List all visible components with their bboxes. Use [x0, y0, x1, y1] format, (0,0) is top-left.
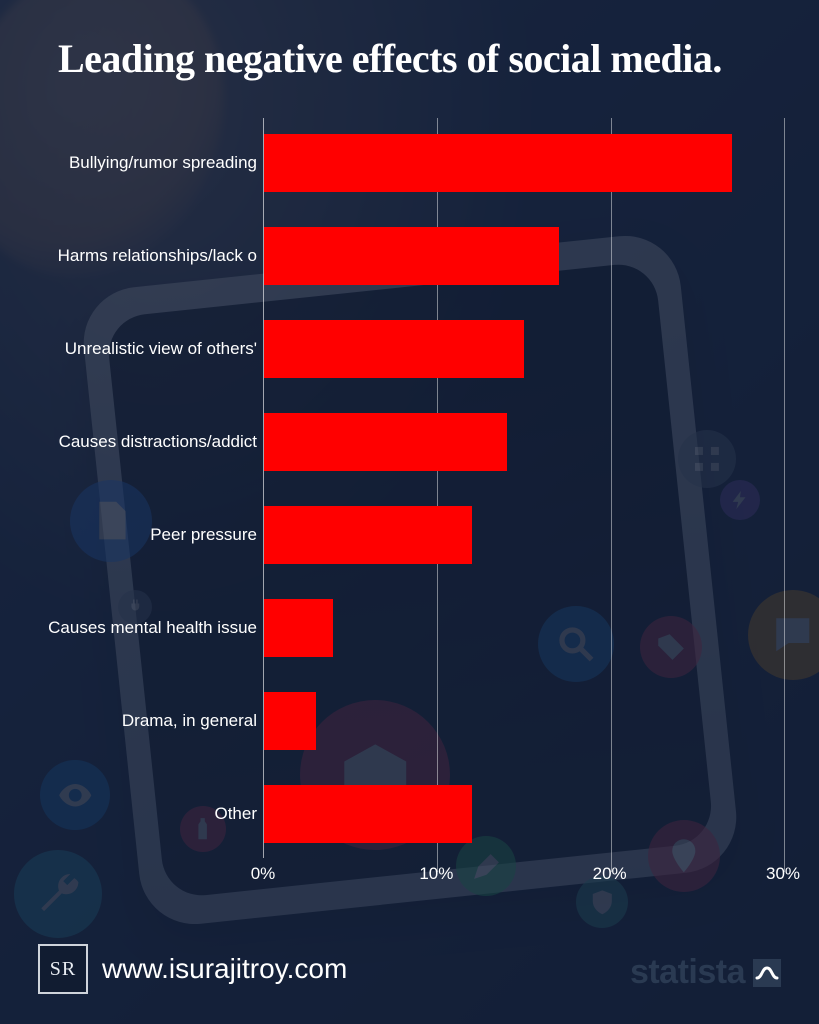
chart-bar — [264, 785, 472, 843]
chart-y-label: Causes distractions/addict — [38, 432, 257, 452]
bar-chart: Bullying/rumor spreading Harms relationsh… — [38, 118, 788, 906]
chart-row: Bullying/rumor spreading — [38, 134, 788, 192]
chart-y-label: Bullying/rumor spreading — [38, 153, 257, 173]
chart-y-label: Drama, in general — [38, 711, 257, 731]
chart-y-label: Peer pressure — [38, 525, 257, 545]
chart-x-tick-label: 30% — [766, 864, 800, 884]
chart-bar — [264, 506, 472, 564]
chart-row: Unrealistic view of others' — [38, 320, 788, 378]
chart-y-label: Other — [38, 804, 257, 824]
statista-logo-mark — [753, 959, 781, 987]
chart-bar — [264, 227, 559, 285]
chart-row: Peer pressure — [38, 506, 788, 564]
chart-bar — [264, 413, 507, 471]
chart-x-tick-label: 0% — [251, 864, 276, 884]
author-logo: SR — [38, 944, 88, 994]
chart-bar — [264, 599, 333, 657]
chart-row: Causes mental health issue — [38, 599, 788, 657]
chart-title: Leading negative effects of social media… — [58, 38, 779, 80]
infographic-canvas: Leading negative effects of social media… — [0, 0, 819, 1024]
chart-bar — [264, 692, 316, 750]
author-url: www.isurajitroy.com — [102, 953, 347, 985]
chart-y-label: Causes mental health issue — [38, 618, 257, 638]
chart-row: Other — [38, 785, 788, 843]
chart-y-label: Harms relationships/lack o — [38, 246, 257, 266]
chart-x-tick-label: 20% — [593, 864, 627, 884]
footer-left: SR www.isurajitroy.com — [38, 944, 347, 994]
chart-row: Harms relationships/lack o — [38, 227, 788, 285]
chart-x-tick-label: 10% — [419, 864, 453, 884]
footer-right: statista — [630, 953, 781, 992]
chart-bar — [264, 134, 732, 192]
chart-row: Causes distractions/addict — [38, 413, 788, 471]
chart-y-label: Unrealistic view of others' — [38, 339, 257, 359]
statista-logo: statista — [630, 953, 745, 992]
chart-bar — [264, 320, 524, 378]
chart-row: Drama, in general — [38, 692, 788, 750]
